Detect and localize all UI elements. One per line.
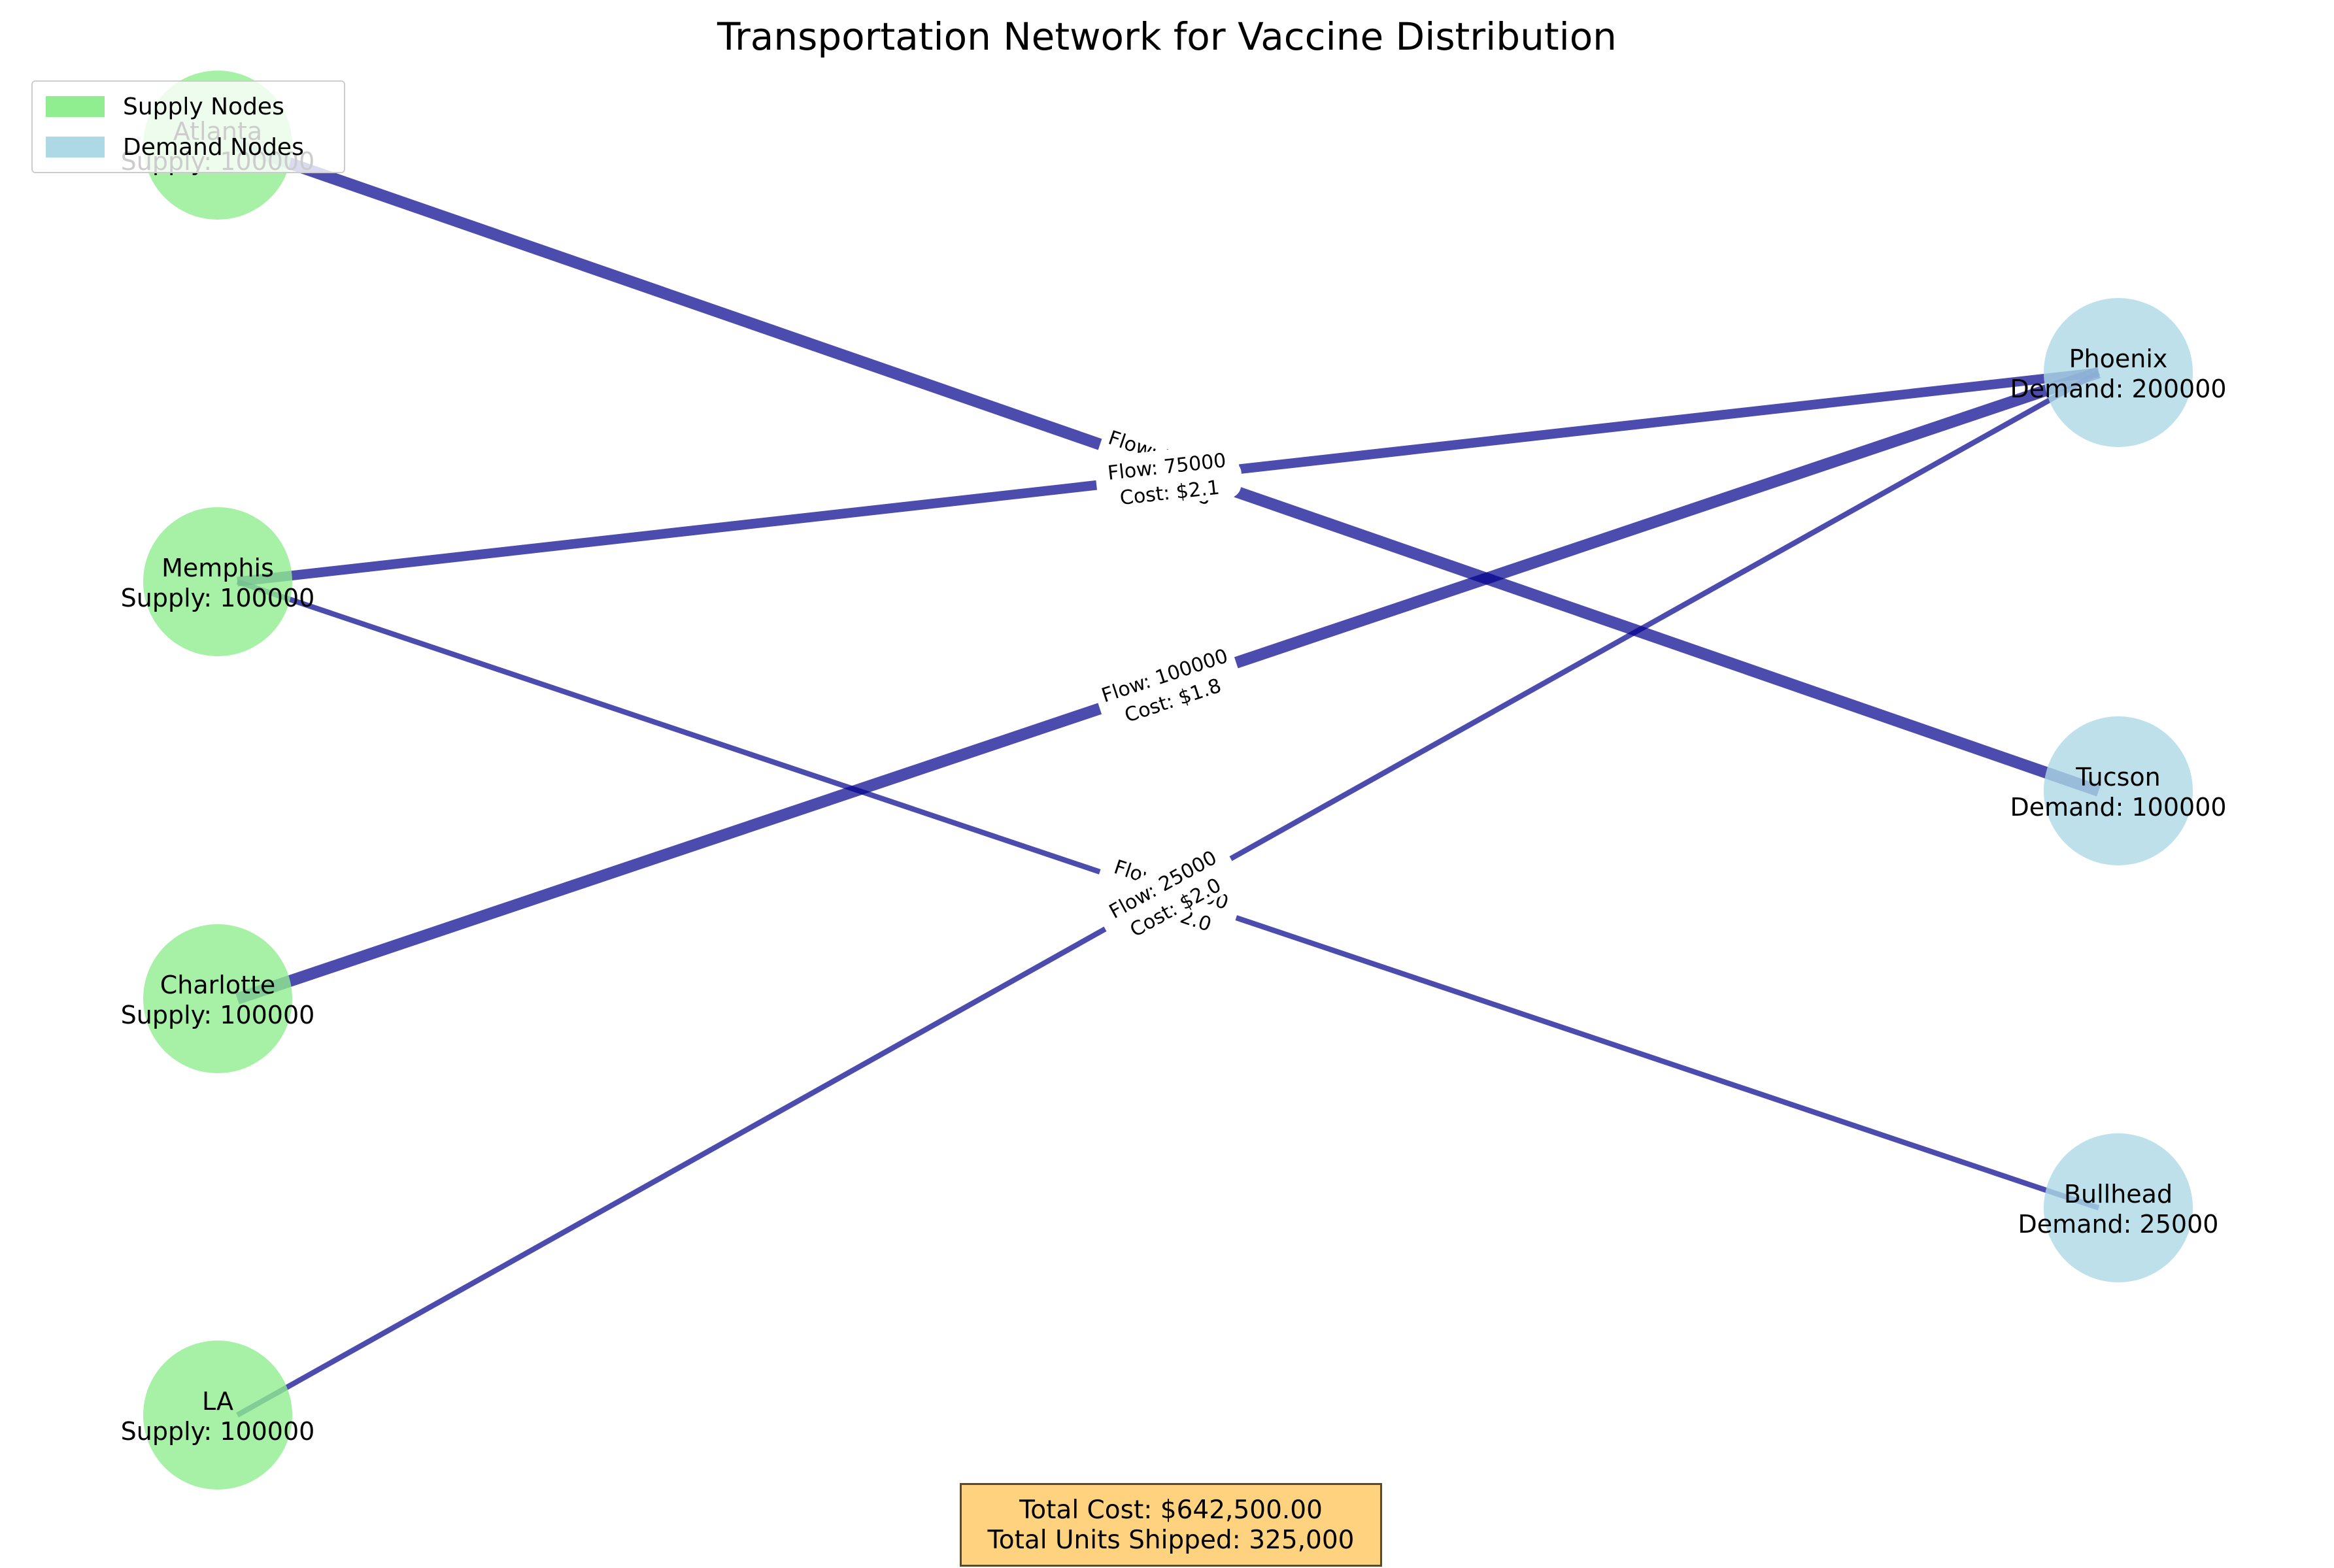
node-circle bbox=[143, 924, 292, 1073]
legend-demand-label: Demand Nodes bbox=[123, 133, 304, 161]
total-units: Total Units Shipped: 325,000 bbox=[987, 1526, 1355, 1555]
demand-swatch bbox=[46, 137, 105, 158]
total-cost: Total Cost: $642,500.00 bbox=[1019, 1495, 1323, 1525]
node-quantity: Demand: 25000 bbox=[2018, 1210, 2219, 1239]
node-quantity: Supply: 100000 bbox=[121, 1417, 315, 1446]
diagram-title: Transportation Network for Vaccine Distr… bbox=[717, 14, 1617, 59]
edge-label-background bbox=[1094, 443, 1242, 511]
node-circle bbox=[2044, 1133, 2193, 1282]
legend: Supply Nodes Demand Nodes bbox=[31, 80, 345, 173]
node-name: Charlotte bbox=[160, 971, 276, 999]
edge-label-background bbox=[1094, 640, 1242, 731]
node-circle bbox=[2044, 298, 2193, 447]
supply-swatch bbox=[46, 96, 105, 117]
node-circle bbox=[2044, 716, 2193, 865]
node-name: Bullhead bbox=[2064, 1180, 2173, 1209]
edge-label-background bbox=[1096, 839, 1240, 948]
legend-supply-label: Supply Nodes bbox=[123, 93, 284, 120]
legend-supply: Supply Nodes bbox=[46, 93, 284, 120]
summary-box: Total Cost: $642,500.00 Total Units Ship… bbox=[960, 1483, 1382, 1567]
node-name: Memphis bbox=[161, 554, 274, 582]
node-name: Phoenix bbox=[2069, 344, 2168, 373]
node-name: LA bbox=[202, 1387, 233, 1416]
legend-demand: Demand Nodes bbox=[46, 133, 304, 161]
node-quantity: Demand: 100000 bbox=[2010, 793, 2226, 822]
node-circle bbox=[143, 1341, 292, 1490]
node-circle bbox=[143, 507, 292, 656]
node-quantity: Supply: 100000 bbox=[121, 1001, 315, 1029]
node-quantity: Demand: 200000 bbox=[2010, 375, 2226, 403]
node-name: Tucson bbox=[2075, 763, 2161, 792]
node-quantity: Supply: 100000 bbox=[121, 584, 315, 612]
